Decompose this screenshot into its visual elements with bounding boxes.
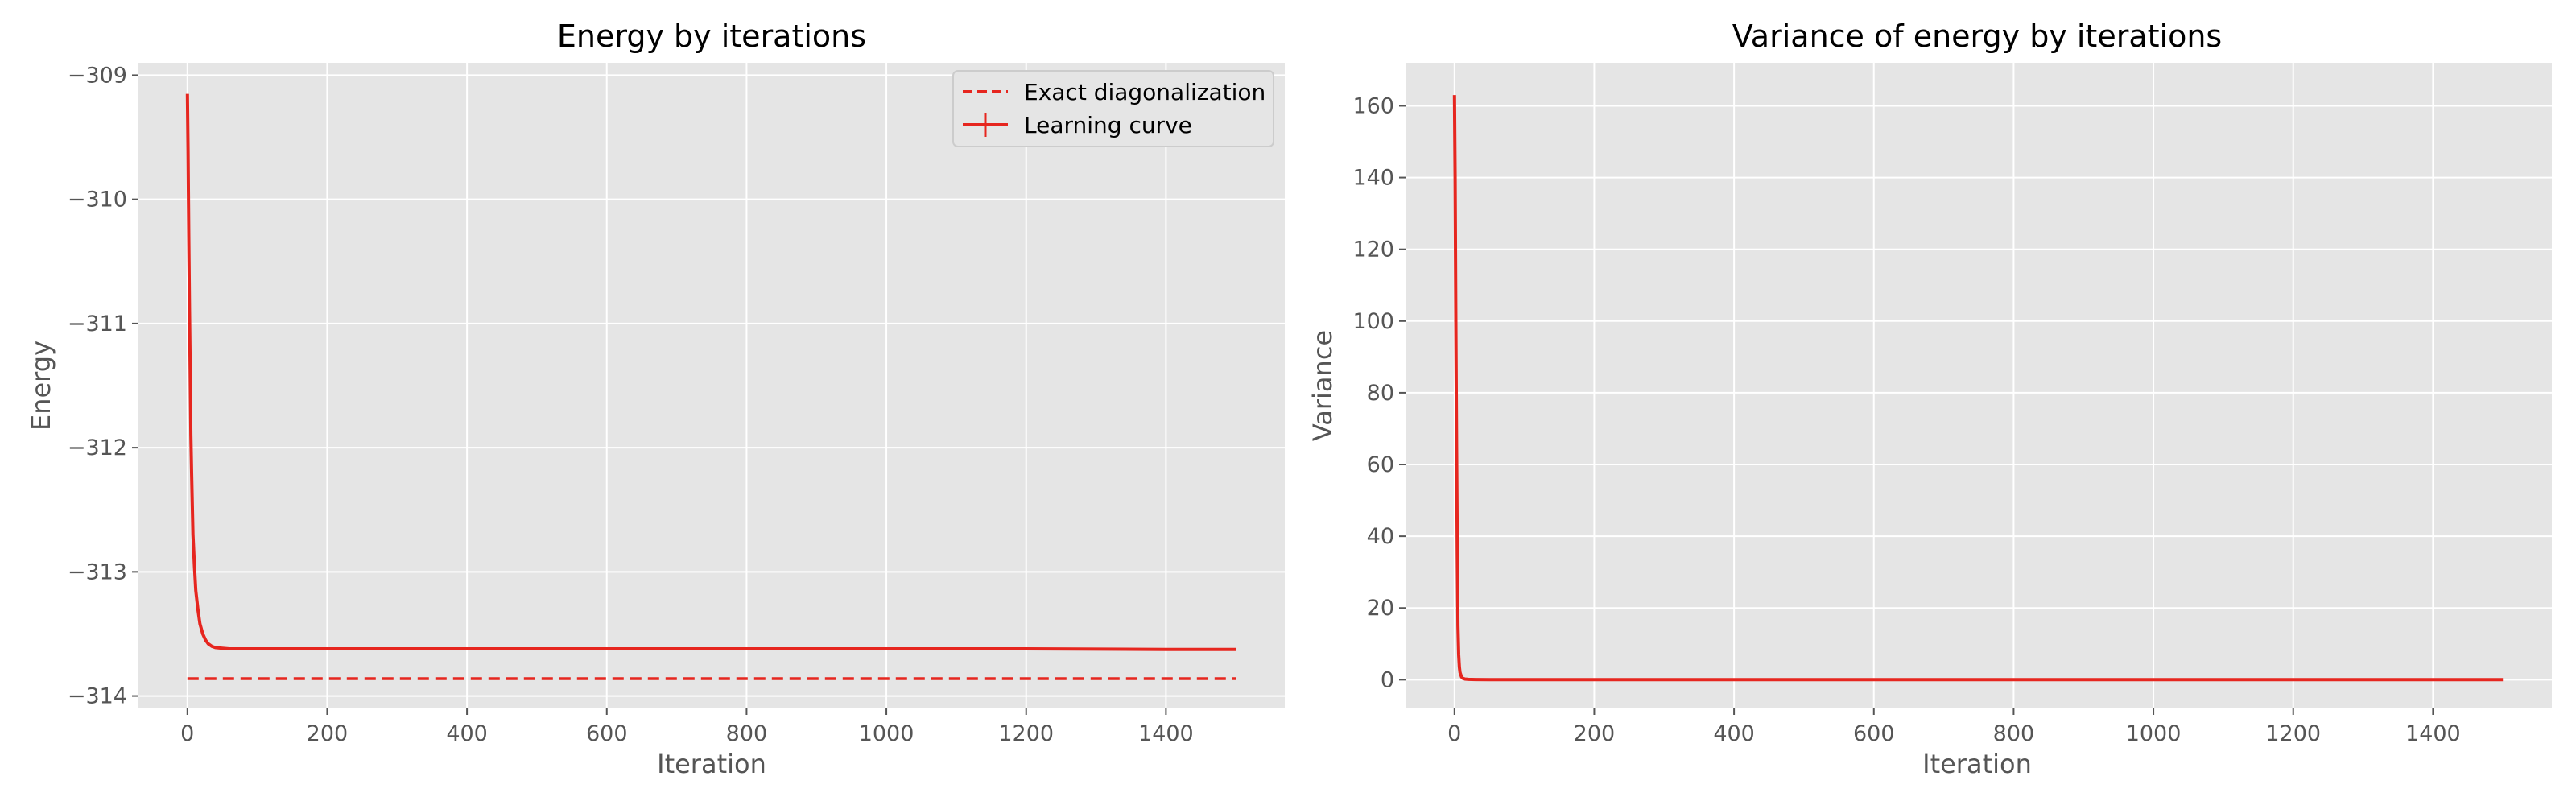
y-tick-label: 80 <box>1367 381 1394 406</box>
variance-line <box>1452 95 2504 682</box>
x-tick-label: 1400 <box>2405 721 2461 746</box>
learning-curve-line <box>185 93 1236 651</box>
energy-plot-area <box>138 63 1285 708</box>
x-tick-label: 0 <box>1447 721 1461 746</box>
variance-plot-area <box>1406 63 2552 708</box>
variance-ticks: 0 200 400 600 800 1000 1200 1400 0 20 40 60 80 100 120… <box>1352 93 2460 746</box>
x-tick-label: 1400 <box>1138 721 1194 746</box>
y-tick-label: 20 <box>1367 596 1394 621</box>
x-tick-label: 400 <box>446 721 488 746</box>
x-tick-label: 600 <box>586 721 628 746</box>
variance-chart-title: Variance of energy by iterations <box>1732 19 2222 54</box>
x-tick-label: 200 <box>1574 721 1616 746</box>
energy-legend: Exact diagonalization Learning curve <box>952 70 1274 147</box>
y-tick-label: −312 <box>68 436 127 460</box>
energy-chart: Energy by iterations 0 200 400 600 800 1000 12… <box>26 19 1285 779</box>
variance-x-axis-label: Iteration <box>1922 749 2032 779</box>
x-tick-label: 1200 <box>998 721 1054 746</box>
y-tick-label: 100 <box>1352 309 1394 334</box>
x-tick-label: 800 <box>1993 721 2035 746</box>
y-tick-label: −314 <box>68 684 127 709</box>
x-tick-label: 400 <box>1713 721 1755 746</box>
x-tick-label: 800 <box>726 721 768 746</box>
y-tick-label: 60 <box>1367 452 1394 477</box>
energy-chart-title: Energy by iterations <box>557 19 866 54</box>
x-tick-label: 1000 <box>859 721 914 746</box>
variance-series <box>1452 95 2504 682</box>
y-tick-label: −309 <box>68 63 127 88</box>
energy-series <box>185 93 1236 680</box>
variance-grid <box>1406 63 2552 708</box>
energy-y-axis-label: Energy <box>26 341 56 431</box>
legend-learning-curve-label: Learning curve <box>1024 112 1192 138</box>
legend-exact-label: Exact diagonalization <box>1024 79 1265 105</box>
y-tick-label: 140 <box>1352 166 1394 191</box>
y-tick-label: −313 <box>68 559 127 584</box>
y-tick-label: −310 <box>68 188 127 213</box>
y-tick-label: 40 <box>1367 524 1394 549</box>
x-tick-label: 1200 <box>2265 721 2321 746</box>
x-tick-label: 600 <box>1853 721 1895 746</box>
x-tick-label: 1000 <box>2126 721 2182 746</box>
energy-x-axis-label: Iteration <box>657 749 766 779</box>
legend-box <box>952 70 1274 147</box>
x-tick-label: 200 <box>307 721 349 746</box>
y-tick-label: 120 <box>1352 237 1394 262</box>
variance-y-axis-label: Variance <box>1307 330 1338 441</box>
variance-chart: Variance of energy by iterations 0 200 400… <box>1307 19 2552 779</box>
energy-ticks: 0 200 400 600 800 1000 1200 1400 −314 −313 −312 −31… <box>68 63 1194 746</box>
x-tick-label: 0 <box>180 721 194 746</box>
y-tick-label: 0 <box>1381 667 1394 692</box>
y-tick-label: −311 <box>68 312 127 336</box>
y-tick-label: 160 <box>1352 93 1394 118</box>
